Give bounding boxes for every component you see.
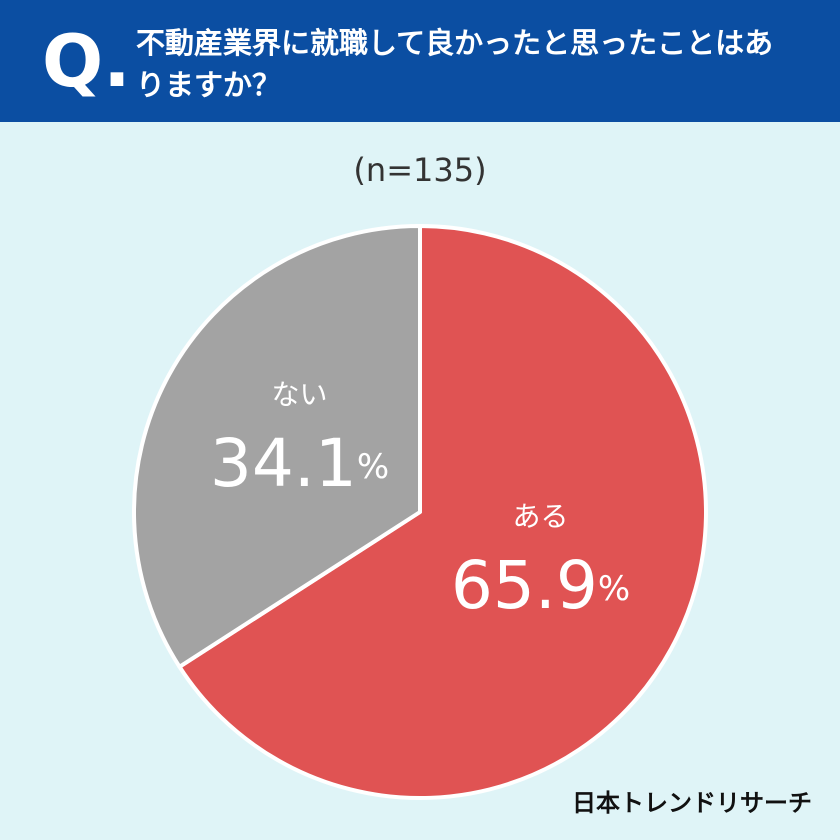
pie-slice [177, 224, 708, 800]
slice-value-label: 34.1% [210, 425, 389, 502]
slice-name: ない [271, 378, 327, 411]
slice-value-label: 65.9% [451, 547, 630, 624]
brand: 日本トレンドリサーチ [572, 789, 812, 817]
chart-title: 不動産業界に就職して良かったと思ったことはありますか？ [136, 26, 774, 102]
subtitle: (n=135) [353, 151, 486, 189]
pie-slice [132, 224, 422, 669]
slice-name: ある [512, 500, 568, 533]
q-mark: Q. [42, 19, 131, 103]
header: Q. 不動産業界に就職して良かったと思ったことはありますか？ [0, 0, 840, 122]
